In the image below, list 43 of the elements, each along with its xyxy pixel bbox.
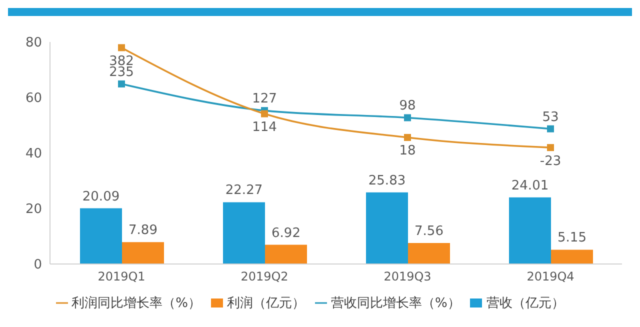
bar (80, 208, 122, 264)
data-label: -23 (540, 154, 562, 169)
legend-label: 营收（亿元） (486, 296, 564, 311)
bar (551, 250, 593, 264)
y-tick-label: 80 (25, 36, 42, 51)
legend-label: 利润同比增长率（%） (72, 296, 201, 311)
bar (408, 243, 450, 264)
data-label: 5.15 (558, 230, 586, 246)
bar (122, 242, 164, 264)
data-label: 114 (252, 120, 277, 136)
y-tick-label: 40 (25, 146, 42, 162)
data-label: 53 (542, 110, 559, 125)
point (261, 110, 268, 118)
legend-label: 利润（亿元） (227, 296, 305, 311)
bar (509, 197, 551, 264)
x-tick-label: 2019Q3 (384, 270, 432, 284)
data-label: 24.01 (511, 178, 549, 194)
bar (223, 202, 265, 264)
point (404, 134, 411, 141)
bar (366, 192, 408, 264)
data-label: 7.89 (128, 223, 158, 238)
point (404, 114, 411, 122)
point (547, 125, 554, 132)
y-tick-label: 0 (34, 258, 42, 273)
y-tick-label: 60 (25, 91, 42, 106)
data-label: 20.09 (82, 189, 120, 204)
data-label: 6.92 (272, 226, 300, 241)
bar (265, 244, 307, 264)
data-label: 25.83 (368, 173, 406, 188)
point (118, 44, 125, 52)
point (547, 144, 554, 152)
data-label: 7.56 (414, 224, 444, 240)
data-label: 98 (399, 98, 416, 114)
data-label: 18 (399, 144, 416, 159)
x-tick-label: 2019Q1 (98, 270, 146, 284)
data-label: 127 (252, 92, 277, 107)
x-tick-label: 2019Q2 (240, 270, 288, 284)
data-label: 22.27 (225, 183, 263, 198)
legend-label: 营收同比增长率（%） (331, 296, 460, 311)
point (118, 80, 125, 88)
data-label: 235 (109, 64, 134, 80)
x-tick-label: 2019Q4 (526, 270, 574, 284)
y-tick-label: 20 (25, 202, 42, 218)
